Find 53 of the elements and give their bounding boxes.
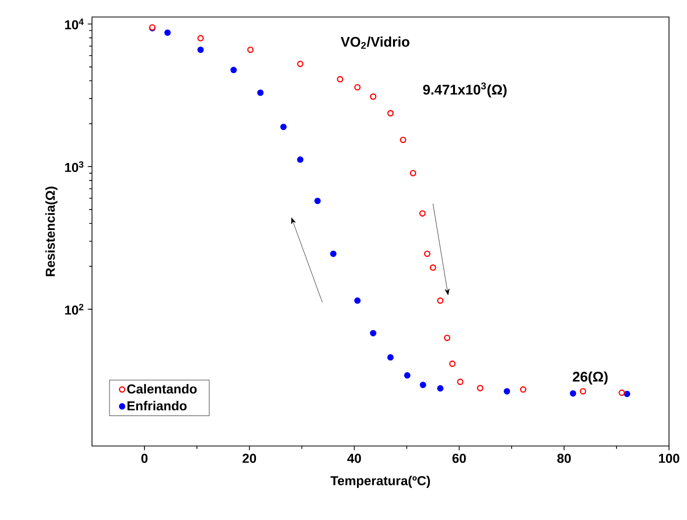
point — [444, 334, 450, 342]
point — [410, 170, 416, 176]
point — [197, 35, 204, 42]
point — [247, 46, 254, 53]
point — [164, 29, 171, 36]
point — [197, 46, 204, 53]
annotation: VO$_{2}$/Vidrio — [340, 36, 410, 49]
point — [570, 390, 576, 397]
x-tick-label: 20 — [242, 454, 256, 463]
point — [504, 388, 510, 394]
point — [520, 386, 526, 393]
point — [280, 124, 287, 130]
x-tick-label: 100 — [659, 454, 680, 463]
point — [419, 210, 426, 217]
point — [618, 390, 625, 396]
point — [424, 250, 430, 257]
point — [370, 330, 376, 336]
point — [400, 136, 406, 144]
x-tick-label: 40 — [347, 454, 361, 463]
point — [354, 84, 361, 90]
point — [230, 66, 237, 74]
point — [387, 110, 394, 116]
x-tick-label: 60 — [452, 454, 466, 463]
point — [354, 297, 361, 304]
point — [449, 360, 456, 367]
legend-label: Enfriando — [128, 400, 187, 410]
point — [437, 297, 444, 304]
point — [420, 382, 426, 388]
point — [476, 384, 484, 392]
x-tick-label: 0 — [141, 454, 148, 463]
point — [580, 388, 586, 394]
y-tick-label: 10$^{2}$ — [65, 304, 84, 315]
annotation: 9.471x10$^{3}$(Ω) — [423, 82, 507, 98]
point — [387, 354, 394, 361]
point — [404, 372, 410, 379]
point — [314, 198, 321, 204]
point — [457, 378, 464, 386]
y-axis-title: Resistencia(Ω) — [45, 186, 58, 276]
x-axis-title: Temperatura(ºC) — [330, 476, 430, 488]
point — [370, 93, 376, 100]
point — [430, 264, 436, 271]
annotation: 26(Ω) — [572, 371, 608, 384]
point — [330, 250, 336, 257]
point — [297, 156, 304, 163]
point — [336, 76, 344, 82]
point — [297, 60, 304, 68]
point — [437, 385, 444, 392]
legend-label: Calentando — [127, 384, 197, 394]
point — [257, 90, 264, 96]
x-tick-label: 80 — [557, 454, 571, 463]
point — [624, 390, 630, 398]
y-tick-label: 10$^{3}$ — [65, 161, 84, 172]
y-tick-label: 10$^{4}$ — [65, 18, 84, 30]
